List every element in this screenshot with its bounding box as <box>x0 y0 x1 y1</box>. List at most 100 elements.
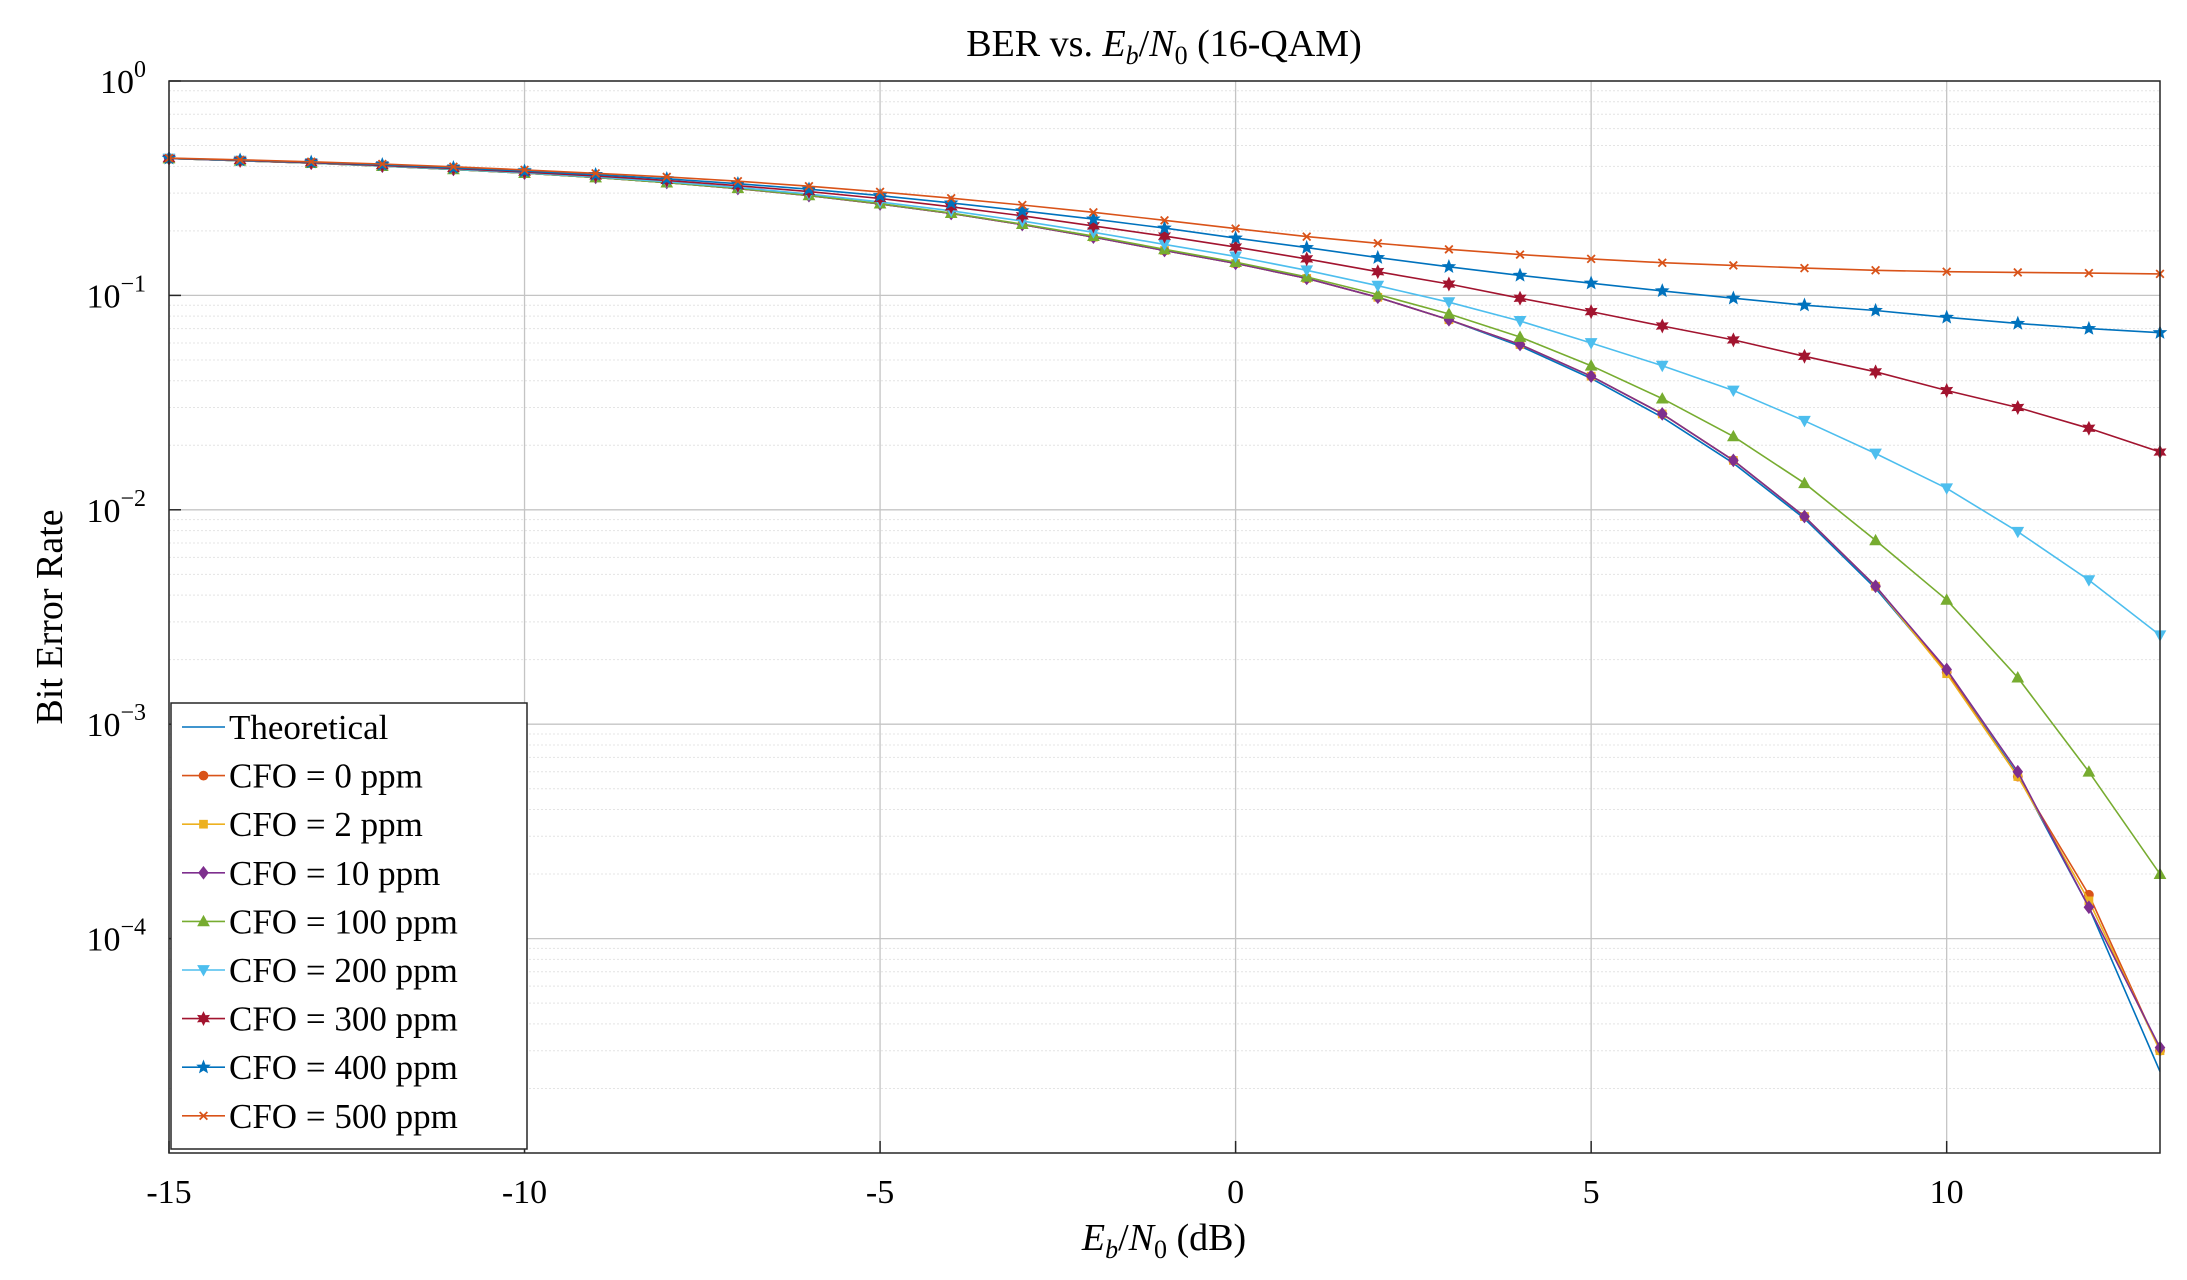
chart-title: BER vs. Eb/N0 (16-QAM) <box>966 23 1361 70</box>
data-point <box>1940 383 1954 399</box>
data-point <box>1940 593 1954 605</box>
data-point <box>2011 671 2025 683</box>
data-point <box>1869 364 1882 380</box>
legend-marker <box>199 819 208 829</box>
y-tick-label: 10−1 <box>86 271 146 315</box>
data-point <box>1515 250 1525 260</box>
data-point <box>1657 258 1667 268</box>
data-point <box>1229 239 1243 255</box>
y-axis-ticks: 100 10−1 10−2 10−3 10−4 <box>86 57 181 959</box>
data-point <box>1231 224 1241 234</box>
data-point <box>1584 338 1598 350</box>
legend-marker <box>196 1059 211 1074</box>
data-point <box>1088 207 1098 217</box>
legend-entry: Theoretical <box>182 708 389 747</box>
legend-entry: CFO = 0 ppm <box>182 757 423 796</box>
data-point <box>1798 476 1811 489</box>
data-point <box>1300 251 1314 267</box>
data-point <box>1585 369 1597 384</box>
data-point <box>591 168 601 178</box>
legend-entry: CFO = 100 ppm <box>182 902 458 941</box>
data-point <box>1086 218 1100 234</box>
data-point <box>2011 526 2025 539</box>
legend-label: CFO = 200 ppm <box>229 951 458 990</box>
data-point <box>1799 509 1810 524</box>
data-point <box>943 195 959 210</box>
y-axis-label: Bit Error Rate <box>29 509 71 724</box>
data-point <box>1513 330 1527 342</box>
data-point <box>1726 332 1740 348</box>
legend-entry: CFO = 500 ppm <box>182 1097 458 1136</box>
data-point <box>872 187 888 202</box>
data-point <box>1371 280 1385 293</box>
data-point <box>1655 360 1669 373</box>
data-point <box>1726 290 1741 305</box>
y-tick-label: 10−4 <box>86 915 146 959</box>
plot-frame <box>168 80 2161 1154</box>
data-point <box>1797 297 1812 312</box>
data-point <box>1655 392 1669 404</box>
data-point <box>2083 900 2095 915</box>
data-point <box>1015 203 1030 217</box>
data-point <box>1939 309 1954 324</box>
data-point <box>1654 283 1670 298</box>
legend-entry: CFO = 200 ppm <box>182 951 458 990</box>
data-point <box>2082 575 2096 587</box>
data-point <box>2081 320 2097 335</box>
legend-entry: CFO = 10 ppm <box>182 854 440 893</box>
data-point <box>1727 429 1740 442</box>
legend-marker <box>197 914 210 927</box>
data-point <box>1797 348 1811 364</box>
data-point <box>1584 359 1598 371</box>
x-tick-label: 0 <box>1227 1174 1244 1211</box>
data-point <box>2012 764 2024 779</box>
data-point <box>1371 287 1385 300</box>
legend-label: CFO = 500 ppm <box>229 1097 458 1136</box>
legend-box <box>170 702 528 1150</box>
data-point <box>1373 238 1383 248</box>
data-point <box>1302 232 1312 242</box>
legend: Theoretical CFO = 0 ppm CFO = 2 ppm CFO = 1… <box>170 702 528 1150</box>
data-point <box>1442 297 1456 309</box>
data-point <box>1299 239 1314 254</box>
data-point <box>1871 265 1881 275</box>
data-point <box>306 157 316 167</box>
data-point <box>1941 662 1952 677</box>
data-point <box>235 155 245 165</box>
legend-label: CFO = 300 ppm <box>229 1000 458 1039</box>
data-point <box>1728 453 1739 468</box>
legend-label: CFO = 10 ppm <box>229 854 440 893</box>
x-tick-label: -10 <box>502 1174 547 1211</box>
legend-label: CFO = 100 ppm <box>229 902 458 941</box>
data-point <box>377 159 387 169</box>
x-tick-label: -5 <box>866 1174 894 1211</box>
data-point <box>520 165 530 175</box>
data-point <box>1444 244 1454 254</box>
data-point <box>1513 290 1527 306</box>
data-point <box>2082 765 2096 777</box>
legend-label: CFO = 2 ppm <box>229 805 423 844</box>
data-point <box>1727 385 1740 398</box>
data-point <box>1584 304 1598 320</box>
legend-marker <box>197 965 210 977</box>
data-point <box>946 193 956 203</box>
y-tick-label: 10−3 <box>86 700 146 744</box>
data-point <box>733 176 743 186</box>
data-point <box>1869 448 1882 461</box>
legend-label: CFO = 0 ppm <box>229 757 423 796</box>
data-point <box>1868 302 1883 317</box>
data-point <box>448 162 458 172</box>
legend-marker <box>198 770 209 781</box>
series-8 <box>164 153 2165 279</box>
data-point <box>1728 260 1738 270</box>
data-point <box>1586 254 1596 264</box>
legend-marker <box>196 1011 211 1027</box>
data-point <box>1371 264 1385 280</box>
data-point <box>804 181 814 191</box>
legend-label: Theoretical <box>229 708 389 747</box>
data-point <box>2010 315 2026 330</box>
data-point <box>1370 249 1386 264</box>
data-point <box>1228 230 1243 245</box>
x-tick-label: -15 <box>146 1174 191 1211</box>
legend-entry: CFO = 300 ppm <box>182 1000 458 1039</box>
